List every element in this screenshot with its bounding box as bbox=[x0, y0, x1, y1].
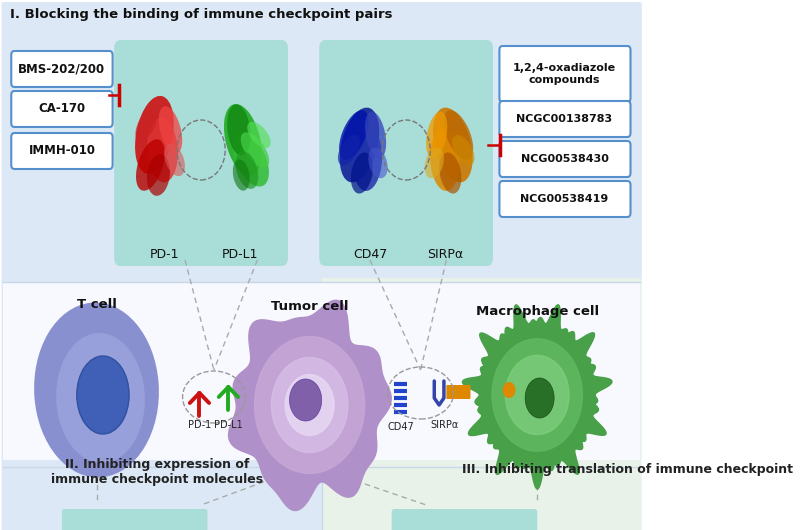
Ellipse shape bbox=[233, 160, 250, 191]
Text: IMMH-010: IMMH-010 bbox=[29, 145, 95, 157]
Text: NCG00538430: NCG00538430 bbox=[521, 154, 609, 164]
Ellipse shape bbox=[444, 110, 473, 160]
Polygon shape bbox=[271, 358, 348, 453]
Text: NCG00538419: NCG00538419 bbox=[521, 194, 609, 204]
FancyBboxPatch shape bbox=[11, 91, 113, 127]
Ellipse shape bbox=[425, 148, 444, 178]
Ellipse shape bbox=[147, 118, 178, 182]
FancyBboxPatch shape bbox=[114, 40, 288, 266]
Ellipse shape bbox=[339, 110, 369, 160]
Ellipse shape bbox=[241, 132, 269, 167]
Polygon shape bbox=[462, 305, 612, 489]
Text: Macrophage cell: Macrophage cell bbox=[476, 305, 598, 318]
Ellipse shape bbox=[34, 303, 159, 478]
Ellipse shape bbox=[235, 151, 258, 189]
FancyBboxPatch shape bbox=[319, 40, 493, 266]
Text: II. Inhibiting expression of
immune checkpoint molecules: II. Inhibiting expression of immune chec… bbox=[50, 458, 263, 486]
FancyBboxPatch shape bbox=[499, 101, 630, 137]
FancyBboxPatch shape bbox=[11, 133, 113, 169]
Ellipse shape bbox=[365, 112, 386, 158]
Polygon shape bbox=[229, 301, 391, 510]
Text: PD-1: PD-1 bbox=[150, 248, 180, 261]
FancyBboxPatch shape bbox=[3, 282, 640, 460]
FancyBboxPatch shape bbox=[2, 2, 642, 284]
Ellipse shape bbox=[135, 109, 158, 142]
Text: SIRPα: SIRPα bbox=[430, 420, 459, 430]
Ellipse shape bbox=[338, 135, 360, 165]
Ellipse shape bbox=[77, 356, 129, 434]
Ellipse shape bbox=[430, 129, 459, 191]
Ellipse shape bbox=[368, 148, 388, 178]
FancyBboxPatch shape bbox=[499, 141, 630, 177]
Ellipse shape bbox=[353, 129, 382, 191]
Polygon shape bbox=[506, 356, 569, 435]
Ellipse shape bbox=[525, 378, 554, 418]
Circle shape bbox=[502, 382, 515, 398]
Polygon shape bbox=[492, 339, 582, 451]
Text: Tumor cell: Tumor cell bbox=[271, 300, 348, 313]
FancyBboxPatch shape bbox=[322, 278, 642, 530]
FancyBboxPatch shape bbox=[62, 509, 207, 530]
Text: NCGC00138783: NCGC00138783 bbox=[517, 114, 613, 124]
Ellipse shape bbox=[290, 379, 322, 421]
Polygon shape bbox=[254, 337, 365, 473]
Ellipse shape bbox=[147, 154, 170, 196]
Text: PD-L1: PD-L1 bbox=[214, 420, 242, 430]
Text: 1,2,4-oxadiazole
compounds: 1,2,4-oxadiazole compounds bbox=[513, 63, 616, 85]
FancyBboxPatch shape bbox=[446, 385, 470, 399]
Text: CD47: CD47 bbox=[353, 248, 387, 261]
Ellipse shape bbox=[433, 108, 473, 182]
FancyBboxPatch shape bbox=[2, 278, 322, 530]
Text: CD47: CD47 bbox=[387, 422, 414, 432]
Ellipse shape bbox=[233, 134, 269, 187]
Ellipse shape bbox=[340, 108, 379, 182]
FancyBboxPatch shape bbox=[499, 46, 630, 102]
Ellipse shape bbox=[452, 135, 474, 165]
Text: PD-L1: PD-L1 bbox=[222, 248, 258, 261]
FancyBboxPatch shape bbox=[499, 181, 630, 217]
Polygon shape bbox=[285, 375, 334, 436]
Text: T cell: T cell bbox=[77, 298, 117, 311]
FancyBboxPatch shape bbox=[392, 509, 538, 530]
Text: SIRPα: SIRPα bbox=[426, 248, 462, 261]
Ellipse shape bbox=[135, 96, 174, 174]
Ellipse shape bbox=[439, 153, 462, 193]
Ellipse shape bbox=[247, 122, 270, 148]
Ellipse shape bbox=[426, 112, 447, 158]
Text: III. Inhibiting translation of immune checkpoint: III. Inhibiting translation of immune ch… bbox=[462, 463, 794, 476]
Text: BMS-202/200: BMS-202/200 bbox=[18, 63, 106, 75]
Ellipse shape bbox=[227, 104, 250, 156]
Ellipse shape bbox=[351, 153, 373, 193]
Text: PD-1: PD-1 bbox=[188, 420, 211, 430]
FancyBboxPatch shape bbox=[11, 51, 113, 87]
Ellipse shape bbox=[159, 106, 182, 154]
Text: I. Blocking the binding of immune checkpoint pairs: I. Blocking the binding of immune checkp… bbox=[10, 8, 392, 21]
Ellipse shape bbox=[136, 139, 165, 191]
Text: CA-170: CA-170 bbox=[38, 102, 86, 116]
Ellipse shape bbox=[56, 333, 145, 463]
Ellipse shape bbox=[224, 104, 262, 176]
Ellipse shape bbox=[164, 144, 185, 176]
